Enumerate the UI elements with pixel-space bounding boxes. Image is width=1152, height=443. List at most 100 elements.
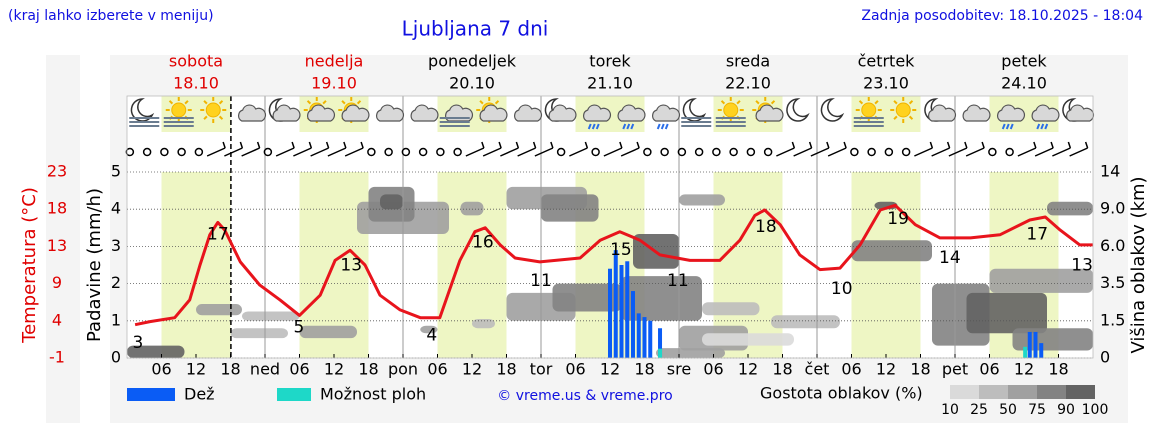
wind-barb (981, 141, 985, 149)
weather-icon (268, 98, 301, 122)
calm-wind (1005, 147, 1014, 157)
x-tick-label: 06 (151, 360, 171, 379)
sun (861, 102, 877, 118)
precip-bar (636, 313, 641, 358)
wind-barb (325, 141, 330, 149)
weather-icon (1062, 98, 1094, 122)
wind-barb (241, 147, 260, 157)
x-tick-label: 18 (358, 360, 378, 379)
cloud-cell (702, 333, 794, 346)
calm-wind (177, 147, 186, 157)
calm-wind (729, 147, 738, 157)
temp-tick-label: 4 (52, 310, 62, 329)
update-time: Zadnja posodobitev: 18.10.2025 - 18:04 (861, 8, 1143, 24)
wind-barb (343, 141, 347, 149)
cloud-cell (702, 302, 760, 316)
sun-ray (322, 100, 327, 105)
cloud-cell (1047, 201, 1093, 216)
wind-barb (1069, 147, 1088, 157)
wind-barb (946, 141, 951, 149)
rain-drop (587, 123, 592, 130)
x-tick-label: 18 (220, 360, 240, 379)
x-tick-label: 18 (496, 360, 516, 379)
calm-wind (160, 147, 169, 157)
sun-ray (720, 100, 726, 105)
day-name: četrtek (858, 52, 916, 71)
cloud (548, 104, 577, 122)
x-tick-label: pet (942, 360, 968, 379)
wind-barb (929, 141, 934, 149)
weather-icon (439, 104, 473, 127)
weather-icon (890, 97, 917, 123)
wind-barb (344, 147, 364, 157)
precip-bar (619, 265, 624, 358)
precip-bar (608, 268, 612, 358)
wind-barb (1084, 141, 1089, 149)
weather-icon (1031, 104, 1060, 130)
cloud-cell (460, 201, 484, 216)
x-tick-label: 12 (462, 360, 482, 379)
cloud-legend-label: 90 (1057, 402, 1075, 418)
cloud (928, 104, 956, 122)
day-date: 18.10 (173, 74, 219, 93)
x-tick-label: 12 (186, 360, 206, 379)
precip-bar (1023, 346, 1028, 358)
cloud-legend-box (950, 385, 979, 399)
wind-barb (620, 147, 640, 157)
sun-ray (218, 115, 224, 120)
wind-barb (636, 141, 640, 149)
weather-icon (820, 98, 845, 122)
sun-ray (356, 100, 362, 105)
cloud-legend-box (1008, 385, 1037, 399)
cloud (514, 104, 542, 122)
rain-drop (1040, 123, 1045, 130)
x-tick-label: 06 (841, 360, 861, 379)
precip-bar (631, 291, 635, 358)
calm-wind (453, 147, 462, 157)
cloud-cell (472, 318, 495, 329)
wind-barb (827, 147, 847, 157)
x-tick-label: 18 (1048, 360, 1068, 379)
cloud (1031, 104, 1060, 122)
y-axis-label: Padavine (mm/h) (84, 188, 105, 342)
calm-wind (643, 147, 652, 157)
calm-wind (867, 147, 876, 157)
sun-ray (218, 100, 224, 105)
temp-label: 11 (530, 271, 552, 291)
precip-bar (658, 348, 663, 358)
wind-barb (550, 141, 554, 149)
day-date: 22.10 (725, 74, 771, 93)
weather-icon (376, 104, 404, 122)
cloud-cell (242, 311, 300, 321)
chart-title: Ljubljana 7 dni (402, 17, 549, 41)
calm-wind (677, 147, 687, 157)
temp-label: 10 (831, 279, 853, 299)
y2-tick-label: 3.5 (1100, 273, 1125, 292)
weather-icon (238, 104, 266, 122)
temp-tick-label: 13 (47, 236, 67, 255)
wind-barb (1067, 141, 1072, 149)
cloud-cell (127, 345, 185, 358)
temp-tick-label: -1 (49, 348, 65, 367)
weather-icons (129, 97, 1094, 130)
calm-wind (660, 147, 669, 157)
cloud-legend-label: 100 (1082, 402, 1109, 418)
temp-axis-label: Temperatura (°C) (19, 187, 40, 344)
rain-drop (1036, 123, 1041, 130)
x-tick-label: sre (667, 360, 691, 379)
wind-barb (222, 141, 226, 149)
calm-wind (988, 147, 997, 157)
temp-label: 3 (133, 333, 144, 353)
calm-wind (418, 147, 428, 157)
cloud-legend-label: 75 (1028, 402, 1046, 418)
precip-bar (613, 250, 618, 358)
moon (786, 98, 810, 122)
cloud (341, 104, 370, 122)
day-name: petek (1001, 52, 1047, 71)
y-tick-label: 5 (111, 162, 121, 181)
wind-barb (1033, 141, 1037, 149)
cloud-cell (679, 194, 725, 206)
calm-wind (712, 147, 721, 157)
calm-wind (125, 147, 135, 157)
precip-bar (1033, 331, 1038, 358)
